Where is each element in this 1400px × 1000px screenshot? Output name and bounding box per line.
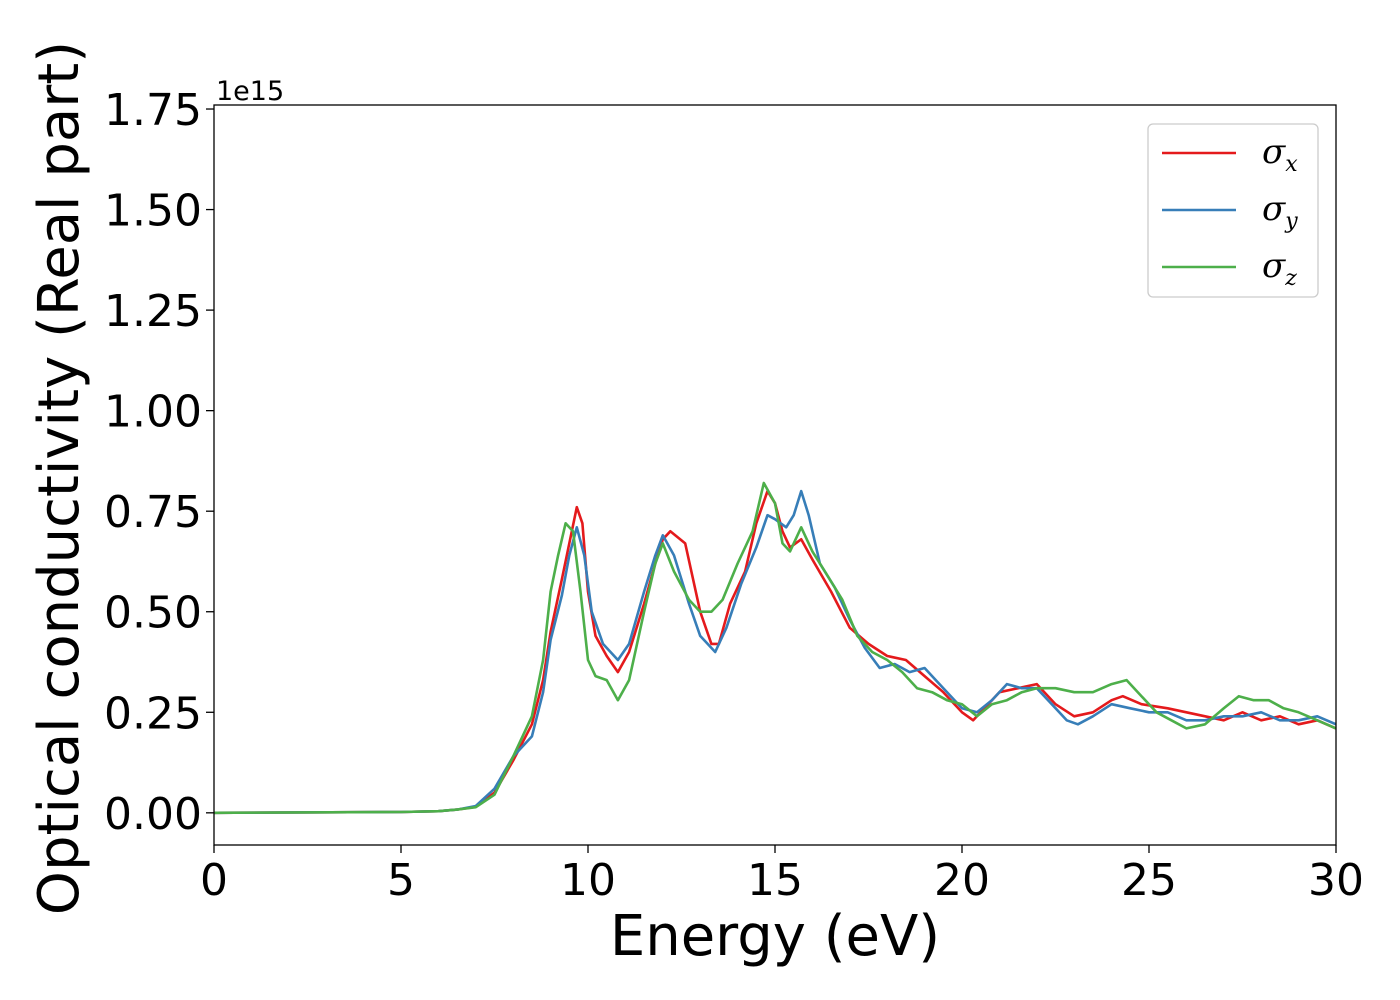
x-axis-label: Energy (eV) (610, 904, 940, 969)
y-axis: 0.00 0.25 0.50 0.75 1.00 1.25 1.50 1.75 (104, 85, 214, 840)
plot-area (214, 481, 1336, 815)
series-line-x (214, 489, 1336, 815)
series-line-z (214, 481, 1336, 815)
x-tick-label: 25 (1121, 855, 1177, 906)
x-tick-label: 0 (200, 855, 228, 906)
y-tick-label: 0.25 (104, 688, 202, 739)
x-tick-label: 10 (560, 855, 616, 906)
x-tick-label: 15 (747, 855, 803, 906)
x-tick-label: 5 (387, 855, 415, 906)
legend-label-x: σx (1262, 132, 1298, 177)
y-tick-label: 0.50 (104, 588, 202, 639)
x-axis: 0 5 10 15 20 25 30 (200, 845, 1364, 906)
y-tick-label: 1.25 (104, 286, 202, 337)
legend: σx σy σz (1147, 123, 1319, 298)
legend-label-z: σz (1262, 246, 1297, 291)
y-tick-label: 1.75 (104, 85, 202, 136)
y-tick-label: 0.00 (104, 789, 202, 840)
series-line-y (214, 489, 1336, 815)
y-offset-label: 1e15 (216, 76, 284, 107)
y-axis-label: Optical conductivity (Real part) (27, 41, 92, 915)
x-tick-label: 30 (1308, 855, 1364, 906)
x-tick-label: 20 (934, 855, 990, 906)
y-tick-label: 0.75 (104, 487, 202, 538)
y-tick-label: 1.50 (104, 186, 202, 237)
y-tick-label: 1.00 (104, 387, 202, 438)
legend-label-y: σy (1262, 189, 1298, 234)
